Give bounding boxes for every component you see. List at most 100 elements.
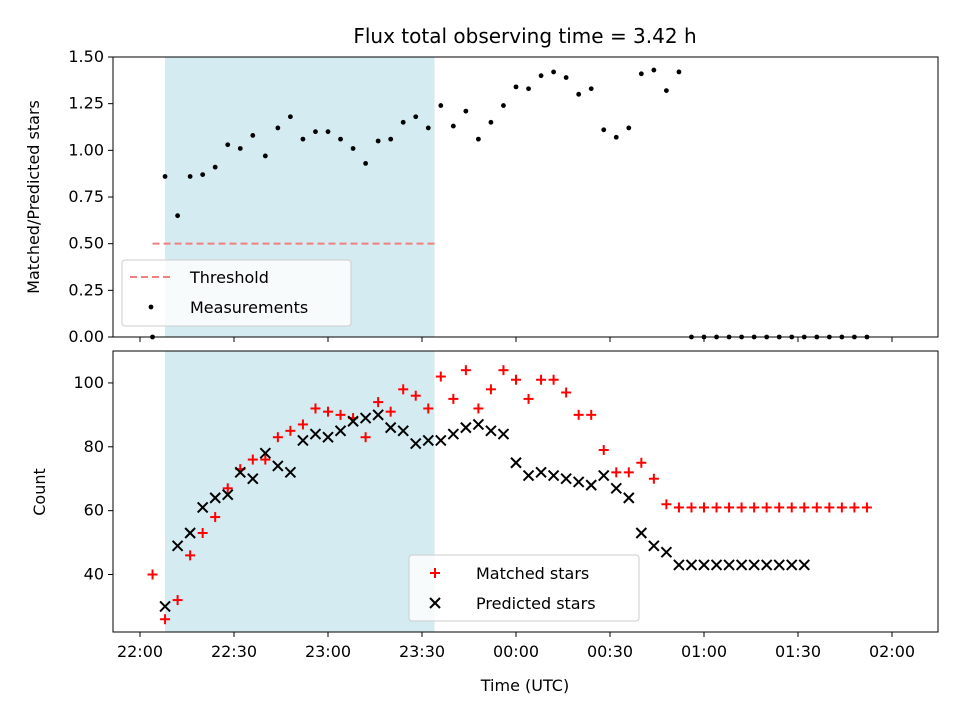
predicted-star-point xyxy=(497,428,510,440)
matched-star-point xyxy=(623,467,634,478)
measurement-point xyxy=(501,103,506,108)
matched-star-point xyxy=(385,406,396,417)
x-tick-label: 00:30 xyxy=(587,642,633,661)
top-legend: Threshold Measurements xyxy=(121,259,352,327)
predicted-star-point xyxy=(472,418,485,431)
measurement-point xyxy=(488,119,494,125)
measurement-point xyxy=(450,123,456,129)
matched-star-point xyxy=(473,403,484,414)
x-tick-label: 22:00 xyxy=(117,642,163,661)
bottom-y-tick-label: 60 xyxy=(84,501,104,520)
predicted-star-point xyxy=(560,473,572,485)
measurement-point xyxy=(388,136,394,142)
predicted-star-point xyxy=(196,501,209,514)
legend-threshold-label: Threshold xyxy=(189,268,269,287)
predicted-star-point xyxy=(773,559,785,571)
matched-star-point xyxy=(272,432,283,443)
predicted-star-point xyxy=(735,559,748,571)
predicted-star-point xyxy=(259,447,272,459)
measurement-point xyxy=(664,88,669,93)
predicted-star-point xyxy=(222,488,234,501)
measurement-point xyxy=(476,136,481,142)
matched-star-point xyxy=(310,403,321,414)
measurement-point xyxy=(425,125,431,131)
x-tick-label: 22:30 xyxy=(211,642,257,661)
matched-star-point xyxy=(498,365,509,376)
matched-star-point xyxy=(811,502,822,513)
matched-star-point xyxy=(423,403,434,414)
top-y-tick-label: 0.75 xyxy=(68,187,104,206)
measurement-point xyxy=(275,125,281,131)
predicted-star-point xyxy=(460,421,472,434)
predicted-star-point xyxy=(572,476,585,488)
top-x-ticks xyxy=(139,337,893,342)
predicted-star-point xyxy=(748,559,760,571)
matched-star-point xyxy=(648,473,659,484)
predicted-star-point xyxy=(623,492,635,504)
top-y-tick-label: 0.00 xyxy=(68,327,104,346)
predicted-star-point xyxy=(685,559,698,571)
x-tick-label: 23:00 xyxy=(305,642,351,661)
bottom-y-ticks: 40 60 80 100 xyxy=(73,373,113,584)
matched-star-point xyxy=(736,502,747,513)
measurement-point xyxy=(250,133,256,138)
predicted-star-point xyxy=(171,540,184,552)
legend-measurements-swatch xyxy=(148,304,154,310)
predicted-star-point xyxy=(184,527,196,539)
matched-star-point xyxy=(147,569,158,580)
predicted-star-point xyxy=(723,559,735,571)
legend-predicted-label: Predicted stars xyxy=(476,594,596,613)
matched-star-point xyxy=(636,457,647,468)
measurement-point xyxy=(601,127,607,133)
predicted-star-point xyxy=(234,466,246,479)
matched-star-point xyxy=(297,419,308,430)
measurement-point xyxy=(375,138,381,144)
matched-star-point xyxy=(849,502,860,513)
matched-star-point xyxy=(536,374,547,385)
top-y-tick-label: 1.25 xyxy=(68,94,104,113)
measurement-point xyxy=(313,129,318,135)
measurement-point xyxy=(350,146,356,151)
top-legend-box xyxy=(121,259,352,327)
predicted-star-point xyxy=(447,428,460,440)
matched-star-point xyxy=(661,499,672,510)
bottom-x-ticks: 22:00 22:30 23:00 23:30 00:00 00:30 01:00 01:30… xyxy=(117,632,915,661)
matched-star-point xyxy=(448,393,459,404)
matched-star-point xyxy=(410,390,421,401)
measurement-point xyxy=(200,172,206,178)
matched-star-point xyxy=(799,502,810,513)
predicted-star-point xyxy=(284,466,297,479)
bottom-marks xyxy=(147,365,872,625)
matched-star-point xyxy=(598,444,609,455)
matched-star-point xyxy=(185,550,196,561)
legend-matched-label: Matched stars xyxy=(476,564,589,583)
bottom-y-tick-label: 80 xyxy=(84,437,104,456)
predicted-star-point xyxy=(710,559,723,571)
measurement-point xyxy=(576,91,582,97)
matched-star-point xyxy=(749,502,760,513)
predicted-star-point xyxy=(585,479,597,491)
top-marks xyxy=(150,67,870,340)
measurement-point xyxy=(563,75,569,80)
x-tick-label: 01:00 xyxy=(681,642,727,661)
predicted-star-point xyxy=(522,469,535,482)
legend-predicted-swatch xyxy=(429,597,441,609)
measurement-point xyxy=(338,136,343,142)
matched-star-point xyxy=(260,454,271,465)
predicted-star-point xyxy=(334,425,347,437)
top-y-axis-label: Matched/Predicted stars xyxy=(24,100,43,294)
measurement-point xyxy=(438,103,444,108)
matched-star-point xyxy=(523,393,534,404)
measurement-point xyxy=(237,146,243,151)
matched-star-point xyxy=(197,528,208,539)
predicted-star-point xyxy=(635,527,648,539)
measurement-point xyxy=(526,86,531,92)
top-y-tick-label: 1.50 xyxy=(68,47,104,66)
matched-star-point xyxy=(548,374,559,385)
measurement-point xyxy=(400,119,406,125)
matched-star-point xyxy=(586,409,597,420)
measurement-point xyxy=(363,161,368,166)
legend-matched-swatch xyxy=(430,568,440,578)
predicted-star-point xyxy=(397,425,409,437)
